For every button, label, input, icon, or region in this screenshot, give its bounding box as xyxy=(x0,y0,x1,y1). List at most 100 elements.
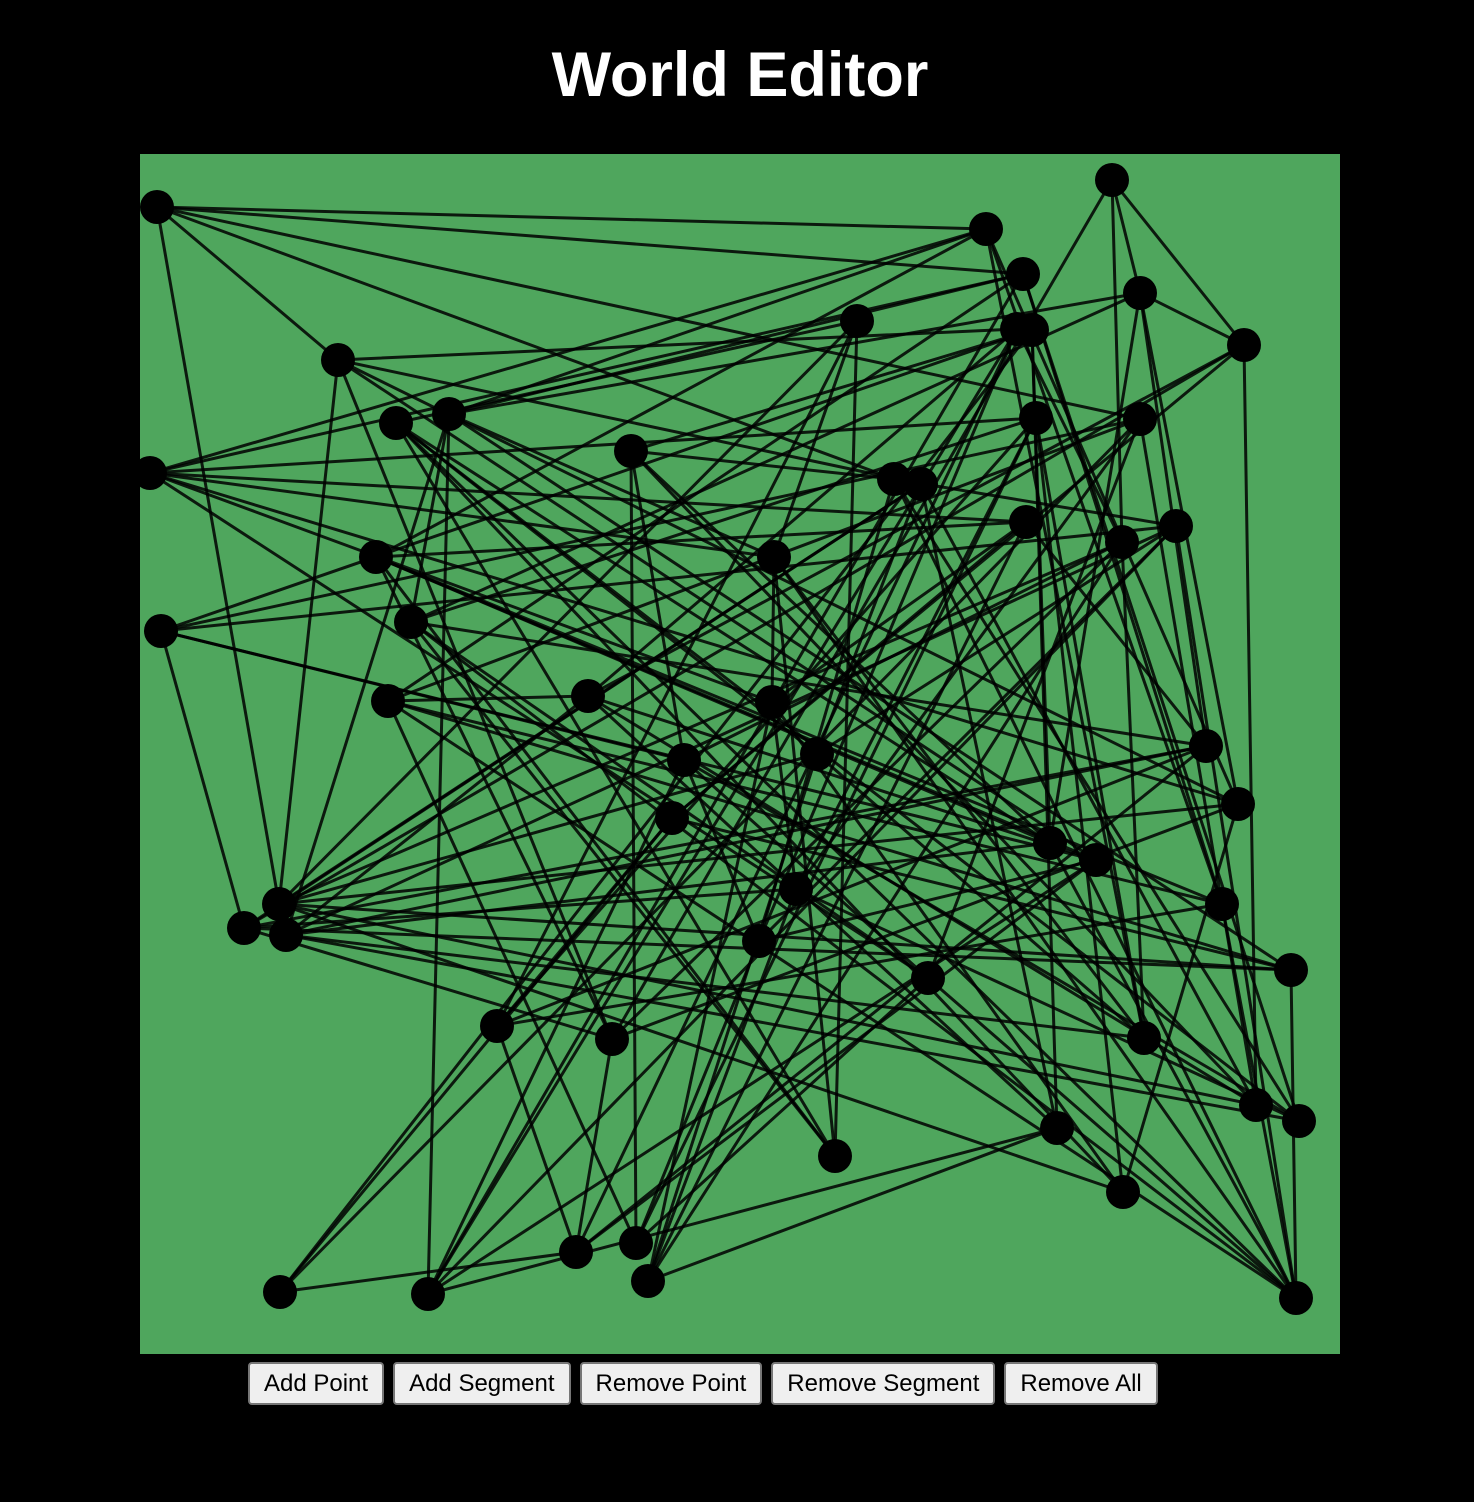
segment[interactable] xyxy=(148,471,1240,806)
segment[interactable] xyxy=(278,417,1142,1294)
segment[interactable] xyxy=(284,744,1208,937)
segment[interactable] xyxy=(610,802,1240,1041)
point[interactable] xyxy=(269,918,303,952)
point[interactable] xyxy=(779,872,813,906)
point[interactable] xyxy=(631,1264,665,1298)
point[interactable] xyxy=(1189,729,1223,763)
segment[interactable] xyxy=(772,555,1146,1040)
point[interactable] xyxy=(595,1022,629,1056)
point[interactable] xyxy=(1159,509,1193,543)
segment[interactable] xyxy=(447,412,1293,972)
segment[interactable] xyxy=(426,858,1098,1296)
segment[interactable] xyxy=(336,358,923,486)
segment[interactable] xyxy=(757,858,1098,943)
segment[interactable] xyxy=(277,540,1124,906)
segment[interactable] xyxy=(277,319,859,906)
point[interactable] xyxy=(227,911,261,945)
point[interactable] xyxy=(1006,257,1040,291)
point[interactable] xyxy=(144,614,178,648)
segment[interactable] xyxy=(394,421,1301,1123)
point[interactable] xyxy=(969,212,1003,246)
segment[interactable] xyxy=(148,272,1025,475)
segment[interactable] xyxy=(155,205,1142,421)
point[interactable] xyxy=(655,801,689,835)
segment[interactable] xyxy=(148,471,776,559)
point[interactable] xyxy=(1123,276,1157,310)
point[interactable] xyxy=(571,679,605,713)
segment[interactable] xyxy=(682,758,930,980)
segment[interactable] xyxy=(277,902,1258,1107)
segment[interactable] xyxy=(386,694,590,703)
segment[interactable] xyxy=(1034,416,1125,1194)
segment[interactable] xyxy=(374,555,837,1158)
segment[interactable] xyxy=(1048,841,1298,1300)
segment[interactable] xyxy=(892,477,1301,1123)
world-graph[interactable] xyxy=(140,154,1340,1354)
point[interactable] xyxy=(1033,826,1067,860)
point[interactable] xyxy=(1123,402,1157,436)
point[interactable] xyxy=(1221,787,1255,821)
segment[interactable] xyxy=(159,524,1178,633)
segment[interactable] xyxy=(1138,291,1240,806)
segment[interactable] xyxy=(336,327,1019,362)
point[interactable] xyxy=(321,343,355,377)
point[interactable] xyxy=(755,685,789,719)
segment[interactable] xyxy=(926,976,1298,1300)
segment[interactable] xyxy=(242,926,614,1041)
segment[interactable] xyxy=(772,555,1298,1300)
segment[interactable] xyxy=(794,417,1142,891)
segment[interactable] xyxy=(634,939,761,1245)
point[interactable] xyxy=(904,467,938,501)
point[interactable] xyxy=(877,462,911,496)
point[interactable] xyxy=(1127,1021,1161,1055)
point[interactable] xyxy=(394,605,428,639)
segment[interactable] xyxy=(336,358,1098,862)
point[interactable] xyxy=(1015,313,1049,347)
segment[interactable] xyxy=(629,328,1034,453)
segment[interactable] xyxy=(586,327,1019,698)
point[interactable] xyxy=(140,456,167,490)
segment[interactable] xyxy=(409,416,1038,624)
segment[interactable] xyxy=(495,319,859,1028)
point[interactable] xyxy=(1095,163,1129,197)
point[interactable] xyxy=(840,304,874,338)
segment[interactable] xyxy=(394,421,1298,1300)
segment[interactable] xyxy=(1242,343,1258,1107)
remove-all-button[interactable]: Remove All xyxy=(1004,1362,1158,1405)
segment[interactable] xyxy=(1138,291,1246,347)
segment[interactable] xyxy=(682,758,761,943)
point[interactable] xyxy=(559,1235,593,1269)
segment[interactable] xyxy=(155,205,1025,276)
segment[interactable] xyxy=(394,421,1125,1194)
segment[interactable] xyxy=(426,1126,1059,1296)
segment[interactable] xyxy=(770,520,1028,704)
point[interactable] xyxy=(757,540,791,574)
segment[interactable] xyxy=(892,477,1178,528)
segment[interactable] xyxy=(148,471,774,704)
segment[interactable] xyxy=(386,699,638,1245)
world-canvas[interactable] xyxy=(140,154,1340,1354)
segment[interactable] xyxy=(919,482,1258,1107)
point[interactable] xyxy=(1239,1088,1273,1122)
segment[interactable] xyxy=(629,449,686,762)
point[interactable] xyxy=(1040,1111,1074,1145)
segment[interactable] xyxy=(426,758,686,1296)
point[interactable] xyxy=(480,1009,514,1043)
segment[interactable] xyxy=(833,319,859,1158)
point[interactable] xyxy=(1079,843,1113,877)
add-segment-button[interactable]: Add Segment xyxy=(393,1362,571,1405)
segment[interactable] xyxy=(1110,178,1142,295)
point[interactable] xyxy=(1019,401,1053,435)
segment[interactable] xyxy=(1110,178,1124,544)
point[interactable] xyxy=(800,737,834,771)
point[interactable] xyxy=(432,397,466,431)
segment[interactable] xyxy=(155,205,281,906)
segment[interactable] xyxy=(1024,520,1208,748)
segment[interactable] xyxy=(634,416,1038,1245)
segment[interactable] xyxy=(409,412,451,624)
segment[interactable] xyxy=(159,629,1098,862)
point[interactable] xyxy=(371,684,405,718)
segment[interactable] xyxy=(284,412,451,937)
point[interactable] xyxy=(1205,887,1239,921)
segment[interactable] xyxy=(409,620,1208,748)
